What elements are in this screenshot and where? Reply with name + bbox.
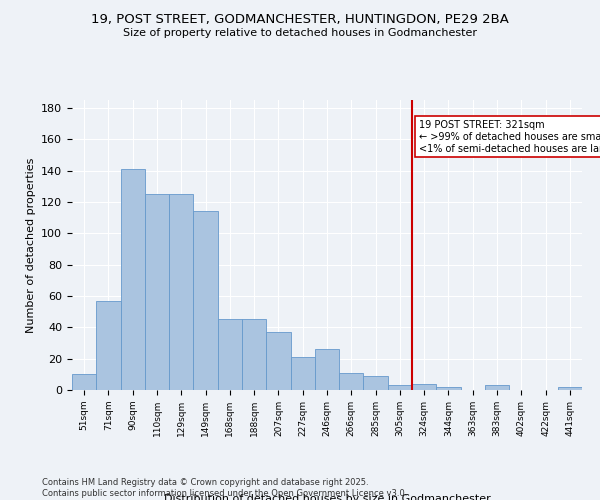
Bar xyxy=(339,373,364,390)
Bar xyxy=(169,194,193,390)
Bar xyxy=(193,212,218,390)
Bar xyxy=(485,386,509,390)
X-axis label: Distribution of detached houses by size in Godmanchester: Distribution of detached houses by size … xyxy=(164,494,490,500)
Bar xyxy=(218,320,242,390)
Bar xyxy=(412,384,436,390)
Y-axis label: Number of detached properties: Number of detached properties xyxy=(26,158,35,332)
Text: 19 POST STREET: 321sqm
← >99% of detached houses are smaller (599)
<1% of semi-d: 19 POST STREET: 321sqm ← >99% of detache… xyxy=(419,120,600,154)
Bar xyxy=(388,386,412,390)
Bar xyxy=(364,376,388,390)
Bar xyxy=(121,169,145,390)
Bar xyxy=(558,387,582,390)
Bar xyxy=(315,349,339,390)
Bar xyxy=(145,194,169,390)
Bar xyxy=(72,374,96,390)
Bar xyxy=(242,320,266,390)
Text: Contains HM Land Registry data © Crown copyright and database right 2025.
Contai: Contains HM Land Registry data © Crown c… xyxy=(42,478,407,498)
Text: 19, POST STREET, GODMANCHESTER, HUNTINGDON, PE29 2BA: 19, POST STREET, GODMANCHESTER, HUNTINGD… xyxy=(91,12,509,26)
Bar xyxy=(436,387,461,390)
Bar xyxy=(290,357,315,390)
Bar xyxy=(266,332,290,390)
Text: Size of property relative to detached houses in Godmanchester: Size of property relative to detached ho… xyxy=(123,28,477,38)
Bar xyxy=(96,300,121,390)
